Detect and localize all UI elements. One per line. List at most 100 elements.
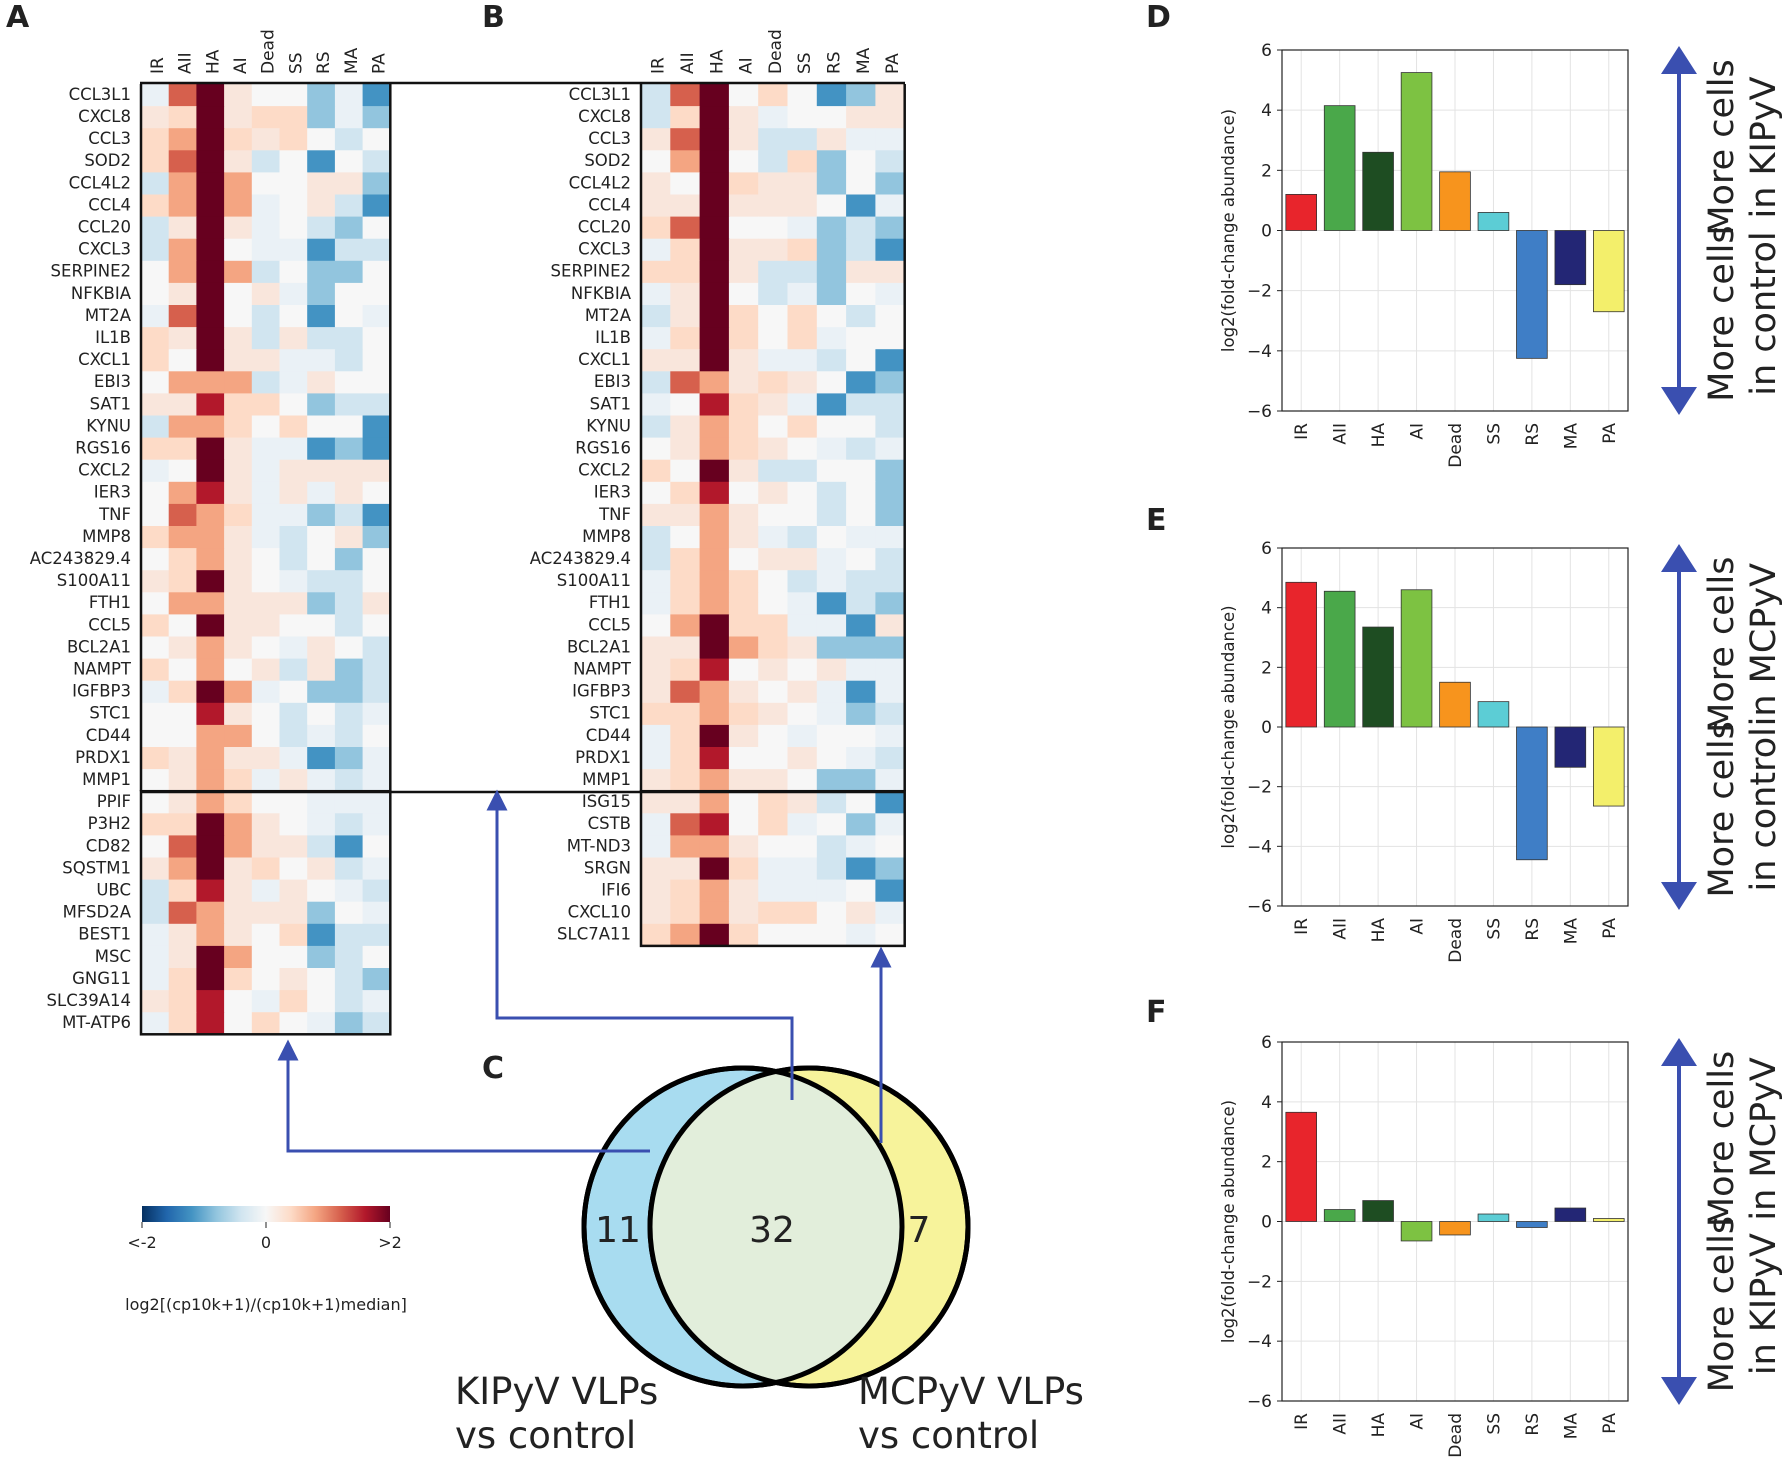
y-tick-label: −6 xyxy=(1247,402,1272,422)
heatmap-cell xyxy=(758,813,788,836)
heatmap-cell xyxy=(224,680,253,704)
heatmap-cell xyxy=(758,636,788,660)
heatmap-cell xyxy=(875,172,906,195)
gene-label: IFI6 xyxy=(601,881,631,900)
heatmap-cell xyxy=(224,503,253,527)
heatmap-cell xyxy=(787,526,818,549)
heatmap-cell xyxy=(846,879,876,903)
heatmap-cell xyxy=(307,791,336,814)
column-label: SS xyxy=(795,52,815,74)
heatmap-cell xyxy=(251,724,280,748)
heatmap-cell xyxy=(670,260,701,284)
colorbar-mid-label: 0 xyxy=(261,1233,271,1252)
heatmap-cell xyxy=(251,990,280,1013)
heatmap-cell xyxy=(787,349,818,372)
heatmap-cell xyxy=(699,592,730,615)
heatmap-cell xyxy=(251,570,280,593)
heatmap-cell xyxy=(141,371,170,394)
heatmap-cell xyxy=(816,769,847,792)
heatmap-cell xyxy=(641,570,671,593)
heatmap-cell xyxy=(251,658,280,682)
heatmap-cell xyxy=(307,393,336,416)
heatmap-cell xyxy=(251,106,280,129)
heatmap-cell xyxy=(334,592,364,615)
heatmap-cell xyxy=(168,481,197,505)
heatmap-cell xyxy=(670,415,701,439)
heatmap-cell xyxy=(641,614,671,637)
heatmap-cell xyxy=(196,835,225,858)
y-tick-label: 6 xyxy=(1261,1033,1272,1053)
direction-arrow-up-head xyxy=(1661,1038,1697,1066)
colorbar-title: log2[(cp10k+1)/(cp10k+1)median] xyxy=(125,1295,407,1314)
heatmap-cell xyxy=(251,769,280,792)
y-tick-label: 6 xyxy=(1261,41,1272,61)
heatmap-cell xyxy=(699,194,730,218)
bar-ma xyxy=(1554,1207,1587,1222)
side-label-up-label-2: in MCPyV xyxy=(1744,563,1784,726)
heatmap-cell xyxy=(251,702,280,726)
y-axis-label: log2(fold-change abundance) xyxy=(1219,1100,1238,1343)
heatmap-cell xyxy=(141,548,170,571)
bar-ha xyxy=(1362,1200,1394,1222)
heatmap-cell xyxy=(641,349,671,372)
x-tick-label: RS xyxy=(1523,1413,1543,1436)
heatmap-cell xyxy=(758,194,788,218)
heatmap-cell xyxy=(699,548,730,571)
gene-label: SQSTM1 xyxy=(62,858,131,877)
heatmap-cell xyxy=(196,658,225,682)
gene-label: KYNU xyxy=(586,416,631,435)
heatmap-cell xyxy=(224,150,253,173)
heatmap-cell xyxy=(279,327,308,350)
y-tick-label: −4 xyxy=(1247,342,1272,362)
heatmap-cell xyxy=(196,879,225,903)
heatmap-cell xyxy=(846,327,876,350)
heatmap-cell xyxy=(196,371,225,394)
heatmap-cell xyxy=(728,106,759,129)
heatmap-cell xyxy=(279,415,308,439)
heatmap-cell xyxy=(168,1012,197,1035)
heatmap-cell xyxy=(816,393,847,416)
heatmap-cell xyxy=(641,84,671,107)
direction-arrow-up-head xyxy=(1661,544,1697,572)
gene-label: SAT1 xyxy=(590,394,631,413)
heatmap-cell xyxy=(699,349,730,372)
heatmap-cell xyxy=(670,702,701,726)
heatmap-cell xyxy=(846,481,876,505)
heatmap-cell xyxy=(816,437,847,461)
heatmap-cell xyxy=(846,84,876,107)
heatmap-cell xyxy=(196,282,225,306)
heatmap-cell xyxy=(196,349,225,372)
heatmap-cell xyxy=(168,636,197,660)
gene-label: CCL4L2 xyxy=(569,173,631,192)
heatmap-cell xyxy=(334,415,364,439)
heatmap-cell xyxy=(307,172,336,195)
heatmap-cell xyxy=(875,393,906,416)
heatmap-cell xyxy=(728,216,759,240)
heatmap-cell xyxy=(141,503,170,527)
heatmap-cell xyxy=(279,260,308,284)
heatmap-cell xyxy=(141,769,170,792)
heatmap-cell xyxy=(307,747,336,770)
heatmap-cell xyxy=(875,835,906,858)
heatmap-cell xyxy=(846,503,876,527)
heatmap-cell xyxy=(141,658,170,682)
heatmap-cell xyxy=(141,724,170,748)
heatmap-cell xyxy=(846,128,876,151)
gene-label: CXCL8 xyxy=(78,107,131,126)
heatmap-cell xyxy=(787,238,818,262)
heatmap-cell xyxy=(758,857,788,881)
heatmap-cell xyxy=(141,901,170,925)
heatmap-cell xyxy=(758,570,788,593)
side-label-up-label-2: in MCPyV xyxy=(1744,1057,1784,1220)
heatmap-cell xyxy=(846,702,876,726)
heatmap-cell xyxy=(699,437,730,461)
heatmap-cell xyxy=(875,724,906,748)
gene-label: STC1 xyxy=(589,704,631,723)
heatmap-cell xyxy=(670,172,701,195)
heatmap-cell xyxy=(307,327,336,350)
heatmap-cell xyxy=(816,835,847,858)
heatmap-cell xyxy=(251,128,280,151)
heatmap-cell xyxy=(334,194,364,218)
heatmap-cell xyxy=(728,747,759,770)
heatmap-cell xyxy=(251,835,280,858)
